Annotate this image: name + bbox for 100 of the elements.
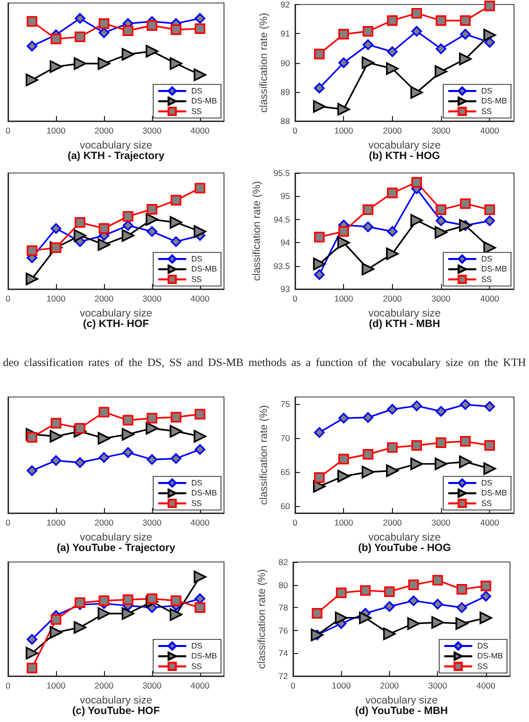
y-tick-label: 72	[278, 671, 288, 681]
x-tick-label: 3000	[432, 518, 451, 528]
point	[170, 412, 182, 422]
y-axis-title: classification rate (%)	[258, 405, 270, 505]
point	[408, 595, 419, 606]
x-axis-title: vocabulary size	[368, 531, 441, 544]
x-axis-title: vocabulary size	[80, 694, 152, 706]
point	[338, 412, 349, 424]
x-axis-title: vocabulary size	[80, 531, 152, 544]
point	[122, 25, 134, 36]
y-tick-label: 92	[280, 0, 290, 10]
point	[26, 662, 38, 674]
x-tick-label: 0	[290, 680, 296, 690]
y-tick-label: 89	[280, 86, 290, 97]
point	[338, 28, 349, 40]
point	[122, 607, 134, 620]
x-tick-label: 2000	[94, 126, 114, 136]
y-axis-title: classification rate (%)	[256, 569, 268, 669]
point	[484, 37, 495, 48]
point	[314, 82, 325, 94]
point	[313, 480, 326, 493]
point	[146, 204, 158, 215]
point	[337, 103, 350, 116]
point	[484, 401, 495, 412]
point	[314, 232, 325, 242]
point	[74, 217, 86, 228]
point	[170, 453, 182, 464]
point	[386, 464, 399, 477]
point	[460, 198, 471, 209]
legend-label: DS	[481, 86, 492, 96]
point	[337, 236, 350, 249]
point	[456, 602, 468, 613]
x-axis-title: vocabulary size	[368, 307, 441, 320]
point	[74, 229, 86, 242]
point	[122, 211, 134, 222]
x-tick-label: 4000	[480, 518, 500, 528]
point	[98, 18, 110, 29]
point	[194, 408, 206, 420]
point	[314, 269, 325, 280]
text: deo classification rates of the DS, SS and DS-MB methods as a function of the vocabulary size on the KTH	[3, 357, 526, 369]
legend-label: DS-MB	[481, 96, 508, 106]
point	[407, 617, 420, 630]
point	[455, 617, 468, 630]
point	[170, 24, 182, 35]
y-axis-title: classification rate (%)	[258, 12, 270, 113]
point	[74, 13, 86, 24]
point	[98, 223, 110, 234]
legend-label: DS	[191, 478, 202, 488]
point	[460, 15, 471, 26]
point	[98, 452, 110, 463]
point	[98, 432, 110, 445]
x-tick-label: 3000	[142, 126, 162, 136]
point	[460, 436, 471, 447]
x-tick-label: 2000	[382, 518, 402, 528]
legend-label: DS-MB	[481, 264, 508, 274]
point	[336, 587, 347, 598]
point	[432, 598, 443, 610]
legend-label: SS	[481, 498, 492, 508]
point	[26, 432, 38, 443]
x-axis-title: vocabulary size	[80, 307, 152, 320]
point	[194, 182, 206, 194]
legend-label: SS	[477, 662, 488, 671]
x-tick-label: 1000	[334, 518, 354, 528]
point	[460, 399, 471, 410]
point	[459, 52, 472, 66]
point	[483, 462, 496, 475]
point	[337, 470, 350, 482]
point	[170, 57, 182, 70]
legend-label: DS-MB	[191, 96, 218, 106]
point	[362, 412, 374, 423]
text: (b) YouTube - HOG	[358, 542, 451, 555]
point	[338, 57, 349, 68]
point	[410, 458, 423, 470]
point	[122, 220, 134, 231]
point	[194, 444, 206, 455]
point	[50, 614, 62, 625]
point	[362, 56, 374, 70]
y-tick-label: 74	[278, 648, 288, 658]
point	[170, 595, 182, 606]
point	[146, 454, 158, 465]
point	[98, 595, 110, 606]
point	[26, 245, 38, 256]
y-tick-label: 93.5	[273, 260, 290, 271]
x-tick-label: 1000	[334, 126, 354, 136]
point	[194, 225, 206, 238]
point	[146, 422, 158, 435]
point	[194, 430, 206, 443]
point	[360, 585, 371, 596]
point	[26, 40, 38, 52]
legend-label: DS-MB	[191, 652, 218, 661]
point	[456, 584, 468, 595]
legend-label: SS	[191, 274, 202, 284]
point	[480, 612, 492, 624]
x-tick-label: 0	[6, 294, 11, 304]
point	[314, 48, 325, 60]
point	[50, 430, 62, 443]
point	[411, 440, 422, 451]
x-tick-label: 4000	[480, 294, 500, 304]
y-tick-label: 80	[278, 580, 288, 590]
x-tick-label: 3000	[142, 680, 162, 690]
